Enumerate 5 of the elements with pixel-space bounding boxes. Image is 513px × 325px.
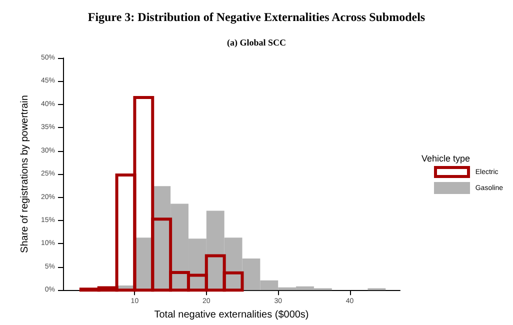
x-axis-title: Total negative externalities ($000s)	[154, 310, 309, 320]
chart-title: Figure 3: Distribution of Negative Externalities Across Submodels	[88, 10, 426, 24]
y-axis-title: Share of registrations by powertrain	[20, 95, 31, 253]
chart-subtitle: (a) Global SCC	[226, 38, 286, 48]
legend-title: Vehicle type	[421, 154, 470, 164]
